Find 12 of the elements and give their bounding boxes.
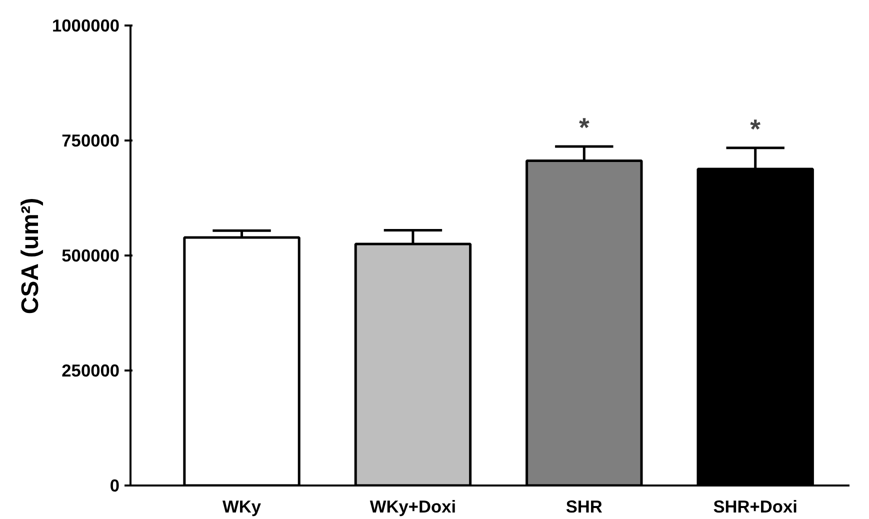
x-tick-label: SHR: [566, 496, 603, 516]
y-axis-title: CSA (um²): [17, 198, 44, 314]
x-tick-label: SHR+Doxi: [713, 496, 798, 516]
annotation: *: [578, 112, 590, 142]
annotation: *: [750, 114, 762, 144]
x-tick-label: WKy+Doxi: [370, 496, 456, 516]
y-tick-label: 500000: [62, 246, 120, 266]
y-tick-label: 750000: [62, 130, 120, 150]
x-tick-label: WKy: [222, 496, 262, 516]
y-tick-label: 0: [110, 476, 120, 496]
y-tick-label: 1000000: [52, 16, 120, 36]
y-tick-label: 250000: [62, 360, 120, 380]
